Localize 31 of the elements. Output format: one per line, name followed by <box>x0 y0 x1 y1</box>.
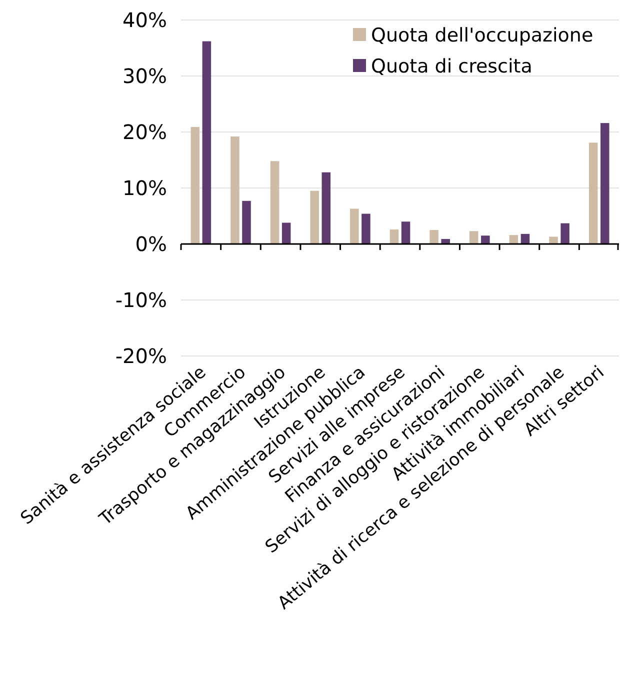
y-tick-label: -20% <box>115 344 167 368</box>
y-tick-label: 30% <box>122 64 167 88</box>
bar <box>190 126 200 244</box>
bar <box>350 208 359 244</box>
bar <box>202 41 212 244</box>
bar <box>362 214 370 244</box>
bar <box>310 190 319 244</box>
legend-label: Quota dell'occupazione <box>371 24 594 47</box>
bar <box>430 230 438 244</box>
y-tick-label: 20% <box>122 120 167 144</box>
bar <box>481 236 490 244</box>
bar <box>242 200 251 244</box>
legend-label: Quota di crescita <box>371 56 532 78</box>
bar <box>560 223 570 244</box>
y-tick-label: -10% <box>115 288 167 312</box>
y-tick-label: 0% <box>135 232 167 256</box>
bar <box>441 238 450 244</box>
bar <box>322 172 331 244</box>
bar <box>509 235 518 244</box>
bar <box>230 136 240 244</box>
bar <box>282 222 291 244</box>
bar <box>469 231 478 244</box>
bar <box>390 229 399 244</box>
y-tick-label: 40% <box>122 8 167 32</box>
bar <box>270 161 280 244</box>
bar <box>549 236 558 244</box>
bar <box>588 142 598 244</box>
y-tick-label: 10% <box>122 176 167 200</box>
bar <box>401 222 410 244</box>
bar <box>520 234 530 244</box>
bar <box>600 123 610 244</box>
